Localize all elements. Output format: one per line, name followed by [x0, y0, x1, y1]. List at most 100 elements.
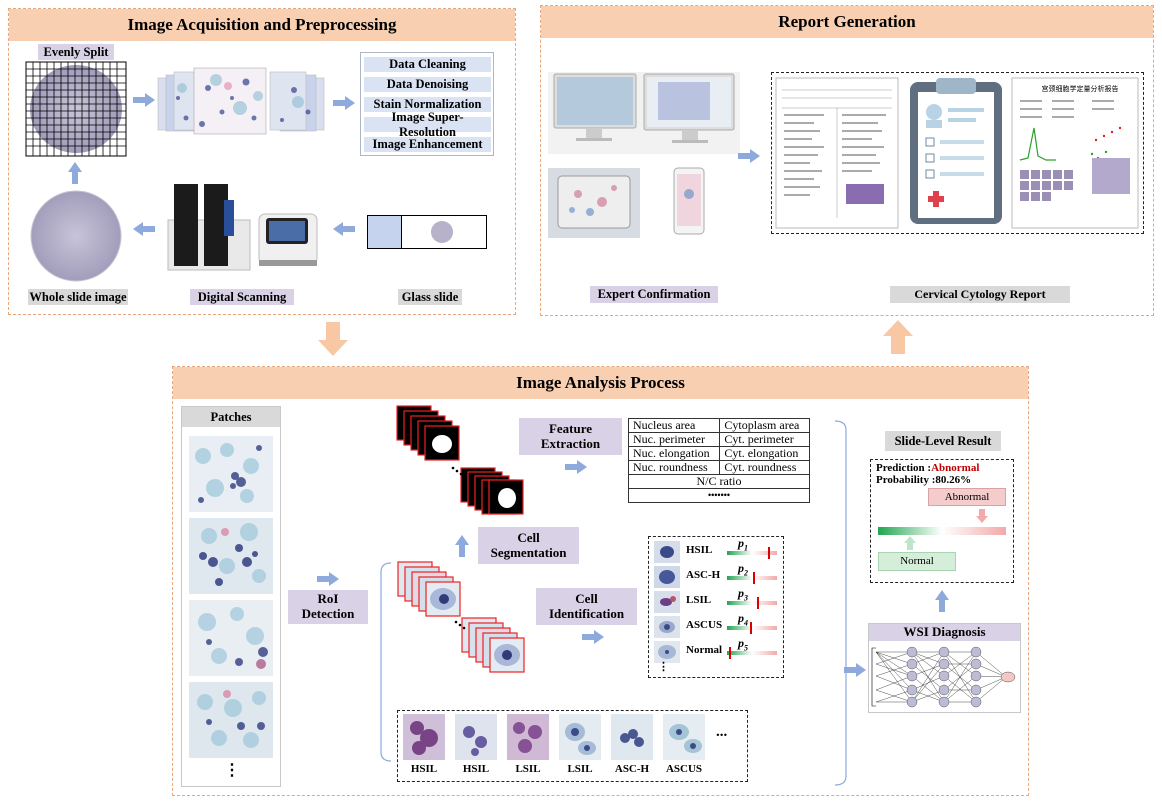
feature-extraction-label: Feature Extraction — [519, 418, 622, 455]
evenly-split-label: Evenly Split — [38, 44, 114, 60]
analysis-title: Image Analysis Process — [173, 367, 1028, 399]
arrow-up-icon — [68, 162, 82, 184]
arrow-up-icon — [455, 535, 469, 557]
class-probability-symbol: p5 — [738, 636, 748, 652]
p-symbol: p — [738, 586, 744, 600]
probability-bar — [727, 651, 777, 655]
class-probability-symbol: p2 — [738, 561, 748, 577]
gallery-more: ... — [716, 724, 728, 740]
bracket-left — [380, 562, 392, 762]
digital-scanner-image — [167, 184, 318, 271]
arrow-right-icon — [844, 663, 866, 677]
patch-images — [189, 436, 273, 758]
acquisition-title: Image Acquisition and Preprocessing — [9, 9, 515, 41]
arrow-up-icon — [935, 590, 949, 612]
feature-cell: Cytoplasm area — [719, 418, 810, 433]
class-name: ASC-H — [686, 569, 721, 581]
normal-result-box: Normal — [878, 552, 956, 571]
arrow-right-icon — [565, 460, 587, 474]
class-name: HSIL — [686, 544, 713, 556]
patch-stack-image — [157, 67, 325, 135]
p-subscript: 5 — [744, 643, 748, 653]
probability-gradient-bar — [878, 527, 1006, 535]
step-super-resolution: Image Super-Resolution — [364, 110, 491, 139]
arrow-down-icon — [318, 322, 348, 356]
p-subscript: 1 — [744, 543, 748, 553]
feature-table: Nucleus area Cytoplasm area Nuc. perimete… — [627, 418, 810, 503]
feature-cell: Cyt. perimeter — [719, 432, 810, 447]
feature-cell: Nuc. perimeter — [627, 432, 721, 447]
acquisition-panel — [8, 8, 516, 315]
probability-bar — [727, 601, 777, 605]
p-symbol: p — [738, 611, 744, 625]
cervical-report-label: Cervical Cytology Report — [890, 286, 1070, 303]
glass-slide-label: Glass slide — [398, 289, 462, 305]
probability-bar — [727, 626, 777, 630]
cell-crop-stack — [397, 561, 525, 673]
digital-scanning-label: Digital Scanning — [190, 289, 294, 305]
cell-segmentation-label: Cell Segmentation — [478, 527, 579, 564]
class-name: LSIL — [686, 594, 712, 606]
classification-box — [648, 536, 784, 678]
patches-label: Patches — [182, 407, 280, 427]
step-data-cleaning: Data Cleaning — [364, 57, 491, 72]
class-probability-symbol: p4 — [738, 611, 748, 627]
feature-cell: Nuc. elongation — [627, 446, 721, 461]
p-symbol: p — [738, 636, 744, 650]
prediction-row: Prediction :Abnormal — [876, 462, 979, 474]
probability-label: Probability : — [876, 474, 936, 486]
probability-bar — [727, 576, 777, 580]
step-data-denoising: Data Denoising — [364, 77, 491, 92]
probability-marker — [750, 622, 752, 634]
step-image-enhancement: Image Enhancement — [364, 137, 491, 152]
arrow-up-icon — [904, 536, 916, 550]
class-probability-symbol: p1 — [738, 536, 748, 552]
cell-gallery-images — [403, 714, 705, 760]
slide-level-result-label: Slide-Level Result — [885, 431, 1001, 451]
class-probability-symbol: p3 — [738, 586, 748, 602]
p-symbol: p — [738, 561, 744, 575]
slide-result-box — [870, 459, 1014, 583]
report-panel — [540, 5, 1154, 316]
gallery-label: HSIL — [462, 763, 490, 775]
report-document-title: 宫颈细胞学定量分析报告 — [1041, 85, 1119, 93]
neural-network-diagram — [871, 646, 1016, 708]
nc-ratio-cell: N/C ratio — [628, 474, 810, 489]
probability-marker — [729, 647, 731, 659]
arrow-left-icon — [333, 222, 355, 236]
cell-gallery-box — [397, 710, 748, 782]
arrow-left-icon — [133, 222, 155, 236]
p-symbol: p — [738, 536, 744, 550]
class-name: ASCUS — [686, 619, 723, 631]
arrow-down-icon — [976, 509, 988, 523]
arrow-right-icon — [133, 93, 155, 107]
arrow-right-icon — [333, 96, 355, 110]
feature-cell: Cyt. roundness — [719, 460, 810, 475]
bracket-right — [834, 420, 847, 786]
step-stain-normalization: Stain Normalization — [364, 97, 491, 112]
p-subscript: 4 — [744, 618, 748, 628]
arrow-right-icon — [738, 149, 760, 163]
probability-bar — [727, 551, 777, 555]
wsi-diagnosis-panel — [868, 623, 1021, 713]
patches-column — [181, 406, 281, 787]
cell-identification-label: Cell Identification — [536, 588, 637, 625]
gallery-label: LSIL — [515, 763, 541, 775]
arrow-up-icon — [883, 320, 913, 354]
prediction-value: Abnormal — [931, 462, 980, 474]
whole-slide-label: Whole slide image — [28, 289, 128, 305]
gallery-label: HSIL — [410, 763, 438, 775]
probability-value: 80.26% — [935, 474, 972, 486]
report-title: Report Generation — [541, 6, 1153, 38]
feature-cell: Cyt. elongation — [719, 446, 810, 461]
class-list-ellipsis: ⋮ — [658, 661, 669, 673]
report-document-image — [775, 77, 1139, 229]
expert-confirmation-label: Expert Confirmation — [590, 286, 718, 303]
class-name: Normal — [686, 644, 723, 656]
wsi-diagnosis-label: WSI Diagnosis — [869, 624, 1020, 641]
arrow-right-icon — [317, 572, 339, 586]
arrow-right-icon — [582, 630, 604, 644]
split-grid-image — [25, 61, 127, 157]
feature-cell: Nucleus area — [627, 418, 721, 433]
feature-cell: Nuc. roundness — [627, 460, 721, 475]
